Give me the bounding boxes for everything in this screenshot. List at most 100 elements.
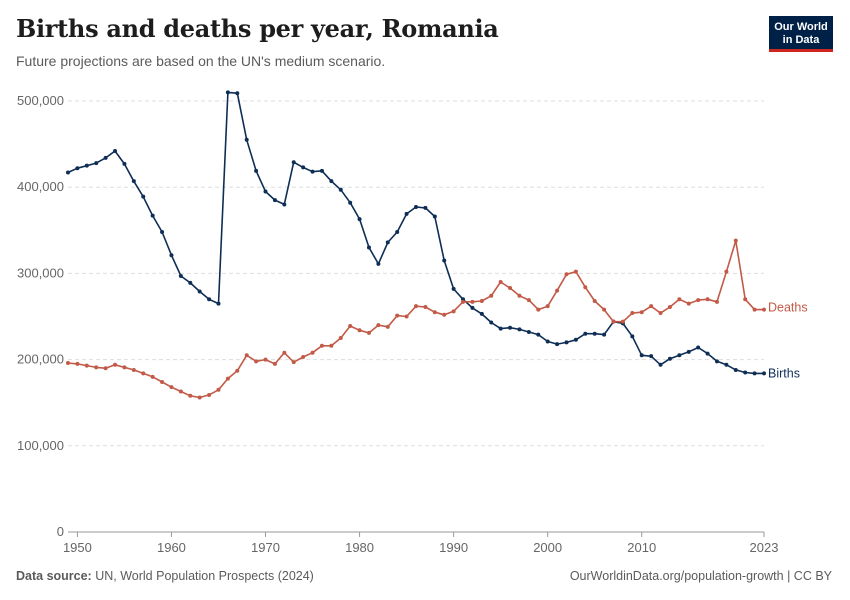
deaths-point bbox=[724, 269, 729, 274]
births-point bbox=[479, 311, 484, 316]
births-point bbox=[508, 325, 513, 330]
deaths-point bbox=[620, 319, 625, 324]
births-point bbox=[602, 332, 607, 337]
y-tick-label: 400,000 bbox=[17, 179, 64, 194]
births-point bbox=[677, 353, 682, 358]
births-point bbox=[658, 362, 663, 367]
deaths-point bbox=[75, 361, 80, 366]
deaths-point bbox=[131, 367, 136, 372]
deaths-point bbox=[696, 298, 701, 303]
births-point bbox=[414, 205, 418, 210]
births-point bbox=[103, 155, 108, 160]
chart-title: Births and deaths per year, Romania bbox=[16, 14, 499, 43]
y-tick-label: 200,000 bbox=[17, 352, 64, 367]
deaths-point bbox=[113, 362, 118, 367]
x-tick-label: 1980 bbox=[345, 540, 374, 555]
births-line bbox=[67, 91, 764, 375]
deaths-point bbox=[282, 350, 287, 355]
births-point bbox=[696, 345, 701, 350]
births-point bbox=[564, 340, 569, 345]
births-point bbox=[404, 211, 409, 216]
deaths-point bbox=[357, 328, 362, 333]
deaths-point bbox=[451, 309, 456, 314]
chart-subtitle: Future projections are based on the UN's… bbox=[16, 53, 386, 69]
deaths-point bbox=[686, 301, 691, 306]
deaths-point bbox=[160, 380, 165, 385]
births-label: Births bbox=[768, 366, 800, 380]
births-point bbox=[432, 214, 437, 219]
deaths-point bbox=[667, 305, 672, 310]
births-point bbox=[160, 230, 165, 235]
logo-line-2: in Data bbox=[782, 34, 820, 46]
data-source-text[interactable]: UN, World Population Prospects (2024) bbox=[95, 569, 314, 583]
births-point bbox=[517, 327, 522, 332]
births-point bbox=[762, 371, 766, 376]
births-point bbox=[555, 342, 560, 347]
deaths-point bbox=[376, 323, 381, 328]
deaths-point bbox=[122, 365, 127, 370]
x-tick-label: 2010 bbox=[627, 540, 656, 555]
births-point bbox=[329, 179, 334, 184]
births-point bbox=[207, 297, 212, 302]
deaths-point bbox=[508, 286, 513, 291]
births-point bbox=[94, 161, 99, 166]
deaths-point bbox=[583, 285, 588, 290]
births-point bbox=[366, 245, 371, 250]
births-point bbox=[714, 359, 719, 364]
births-point bbox=[310, 169, 315, 174]
deaths-point bbox=[461, 299, 466, 304]
attribution-link[interactable]: OurWorldinData.org/population-growth | C… bbox=[569, 569, 832, 583]
births-point bbox=[545, 339, 550, 344]
births-point bbox=[282, 202, 287, 207]
births-point bbox=[263, 189, 268, 194]
deaths-point bbox=[225, 376, 230, 381]
deaths-point bbox=[517, 293, 522, 298]
deaths-point bbox=[705, 297, 710, 302]
deaths-point bbox=[592, 298, 597, 303]
births-point bbox=[244, 137, 249, 142]
births-point bbox=[75, 166, 80, 171]
births-point bbox=[122, 161, 127, 166]
deaths-point bbox=[639, 310, 644, 315]
deaths-point bbox=[404, 314, 409, 319]
deaths-point bbox=[338, 336, 343, 341]
y-tick-label: 500,000 bbox=[17, 93, 64, 108]
deaths-point bbox=[272, 361, 277, 366]
deaths-point bbox=[658, 311, 663, 316]
series-layer bbox=[66, 90, 766, 400]
births-point bbox=[141, 194, 146, 199]
deaths-point bbox=[479, 298, 484, 303]
births-point bbox=[630, 334, 635, 339]
deaths-point bbox=[207, 392, 212, 397]
births-point bbox=[470, 305, 475, 310]
line-chart: 0 100,000 200,000 300,000 400,000 500,000 1950… bbox=[17, 90, 808, 555]
deaths-point bbox=[414, 304, 418, 309]
deaths-point bbox=[564, 272, 569, 277]
births-point bbox=[301, 165, 306, 170]
deaths-point bbox=[94, 365, 99, 370]
births-point bbox=[150, 213, 155, 218]
births-point bbox=[197, 289, 202, 294]
owid-logo[interactable]: Our World in Data bbox=[769, 16, 833, 52]
y-tick-label: 100,000 bbox=[17, 438, 64, 453]
deaths-point bbox=[254, 359, 259, 364]
deaths-point bbox=[66, 361, 70, 366]
births-point bbox=[592, 331, 597, 336]
deaths-point bbox=[733, 238, 738, 243]
births-point bbox=[188, 280, 193, 285]
births-point bbox=[489, 320, 494, 325]
x-tick-label: 1950 bbox=[63, 540, 92, 555]
x-tick-label: 2023 bbox=[750, 540, 779, 555]
births-point bbox=[573, 337, 578, 342]
grid-layer bbox=[68, 100, 764, 447]
deaths-point bbox=[442, 312, 447, 317]
deaths-point bbox=[432, 310, 437, 315]
births-point bbox=[743, 370, 748, 375]
births-point bbox=[385, 240, 390, 245]
births-point bbox=[235, 91, 240, 96]
births-point bbox=[348, 200, 353, 205]
births-point bbox=[376, 261, 381, 266]
deaths-point bbox=[84, 363, 89, 368]
births-point bbox=[649, 354, 654, 359]
births-point bbox=[178, 273, 183, 278]
